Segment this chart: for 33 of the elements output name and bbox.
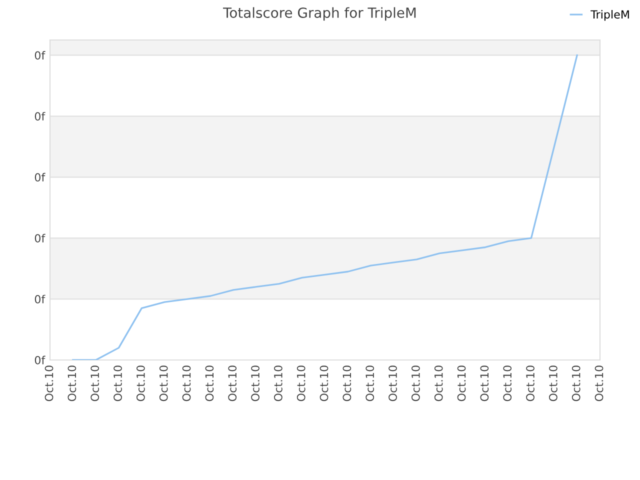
x-tick-label: Oct.10 bbox=[434, 366, 443, 402]
x-tick-label: Oct.10 bbox=[411, 366, 420, 402]
x-tick-label: Oct.10 bbox=[366, 366, 374, 402]
x-tick-label: Oct.10 bbox=[594, 366, 604, 402]
text: 0f bbox=[34, 112, 46, 121]
x-tick-label: Oct.10 bbox=[342, 366, 352, 402]
text: 0f bbox=[34, 172, 46, 182]
x-tick-label: Oct.10 bbox=[457, 366, 466, 402]
text: 0f bbox=[34, 294, 46, 304]
x-tick-label: Oct.10 bbox=[572, 366, 580, 402]
x-tick-label: Oct.10 bbox=[114, 366, 122, 402]
x-tick-label: Oct.10 bbox=[274, 366, 282, 402]
text: 0f bbox=[34, 234, 46, 242]
legend-label: TripleM bbox=[590, 10, 629, 21]
x-tick-label: Oct.10 bbox=[296, 366, 306, 402]
x-tick-label: Oct.10 bbox=[251, 366, 260, 402]
x-tick-label: Oct.10 bbox=[526, 366, 534, 402]
chart-title: Totalscore Graph for TripleM bbox=[223, 7, 416, 21]
x-tick-label: Oct.10 bbox=[548, 366, 558, 402]
x-tick-label: Oct.10 bbox=[503, 366, 512, 402]
text: 0f bbox=[34, 51, 46, 60]
x-tick-label: Oct.10 bbox=[136, 366, 145, 402]
x-tick-label: Oct.10 bbox=[44, 366, 54, 402]
x-tick-label: Oct.10 bbox=[388, 366, 397, 402]
x-tick-label: Oct.10 bbox=[182, 366, 191, 402]
text: 0f bbox=[34, 356, 46, 364]
x-tick-label: Oct.10 bbox=[90, 366, 100, 402]
x-tick-label: Oct.10 bbox=[228, 366, 237, 402]
x-tick-label: Oct.10 bbox=[68, 366, 76, 402]
x-tick-label: Oct.10 bbox=[320, 366, 328, 402]
x-tick-label: Oct.10 bbox=[480, 366, 489, 402]
x-tick-label: Oct.10 bbox=[205, 366, 214, 402]
x-tick-label: Oct.10 bbox=[159, 366, 168, 402]
